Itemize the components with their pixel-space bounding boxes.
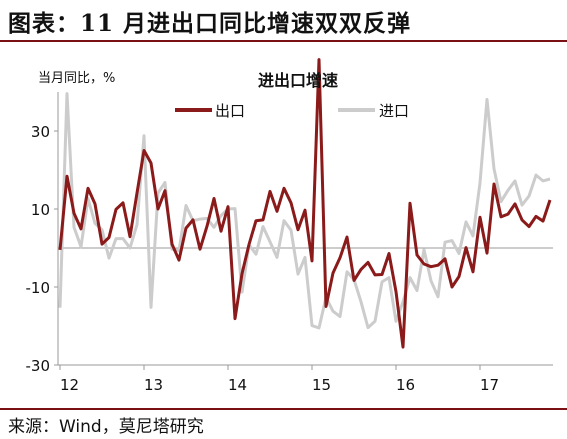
title-rule — [0, 40, 567, 42]
legend-label-import: 进口 — [379, 102, 409, 120]
x-ticks: 12 13 14 15 16 17 — [59, 365, 499, 394]
legend-label-export: 出口 — [215, 102, 245, 120]
source-rule — [0, 408, 567, 410]
y-tick-label: -30 — [26, 357, 51, 375]
x-tick-label: 14 — [228, 376, 247, 394]
legend: 出口 进口 — [175, 102, 409, 120]
x-tick-label: 15 — [312, 376, 331, 394]
y-tick-label: 10 — [31, 201, 50, 219]
x-tick-label: 16 — [396, 376, 415, 394]
axes — [57, 92, 553, 366]
series-line-export — [58, 58, 552, 349]
series-layer — [58, 58, 552, 349]
x-tick-label: 12 — [60, 376, 79, 394]
x-tick-label: 13 — [144, 376, 163, 394]
x-tick-label: 17 — [480, 376, 499, 394]
y-tick-label: -10 — [26, 279, 51, 297]
source-note: 来源：Wind，莫尼塔研究 — [8, 417, 204, 437]
y-tick-label: 30 — [31, 123, 50, 141]
y-axis-label: 当月同比，% — [38, 71, 115, 86]
page-title: 图表：11 月进出口同比增速双双反弹 — [8, 10, 412, 37]
y-ticks: 30 10 -10 -30 — [26, 123, 58, 375]
chart-title: 进出口增速 — [258, 71, 338, 90]
